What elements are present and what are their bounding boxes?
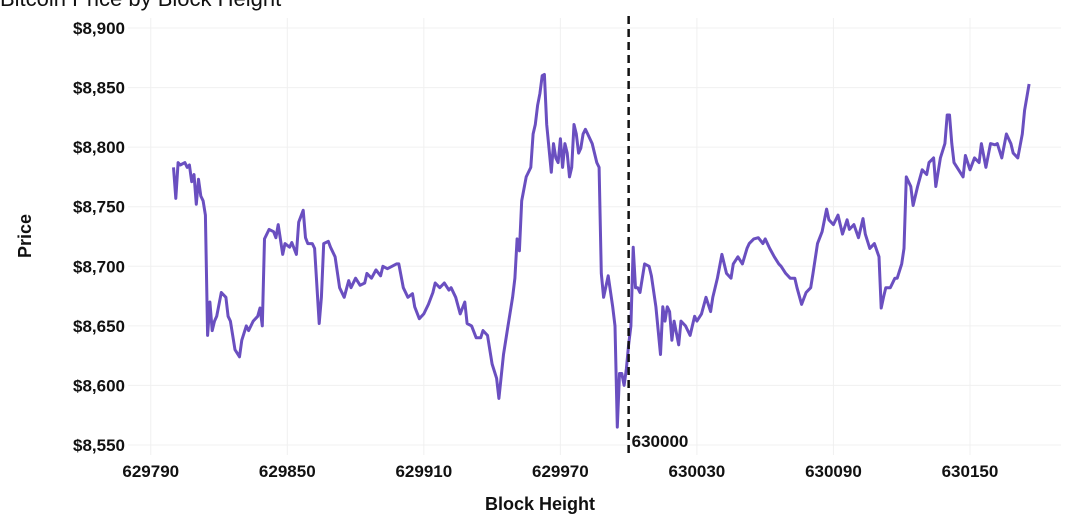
y-tick-label: $8,750 [73, 198, 125, 217]
x-tick-label: 630150 [942, 462, 999, 481]
x-tick-label: 630030 [669, 462, 726, 481]
y-tick-label: $8,900 [73, 19, 125, 38]
y-tick-label: $8,700 [73, 257, 125, 276]
x-tick-label: 629970 [532, 462, 589, 481]
chart-title: Bitcoin Price by Block Height [0, 0, 281, 11]
annotation-label: 630000 [632, 432, 689, 451]
y-tick-label: $8,800 [73, 138, 125, 157]
x-tick-label: 629910 [395, 462, 452, 481]
price-line [172, 73, 1031, 429]
x-tick-label: 630090 [805, 462, 862, 481]
y-tick-label: $8,600 [73, 376, 125, 395]
x-tick-label: 629790 [122, 462, 179, 481]
y-axis-label: Price [15, 214, 35, 258]
y-tick-label: $8,650 [73, 317, 125, 336]
x-tick-label: 629850 [259, 462, 316, 481]
y-tick-label: $8,850 [73, 79, 125, 98]
x-axis-label: Block Height [485, 494, 595, 514]
y-tick-label: $8,550 [73, 436, 125, 455]
